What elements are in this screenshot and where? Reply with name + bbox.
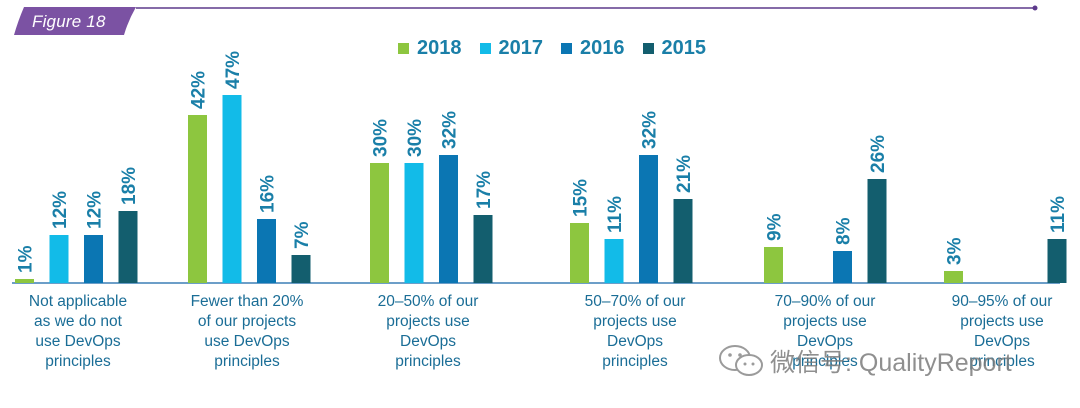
bar-2015-70-90-of-our-projects-us [867, 179, 887, 283]
bar-2018-70-90-of-our-projects-us [764, 247, 783, 283]
bar-2015-90-95-of-our-projects-us [1047, 239, 1067, 283]
value-label-2016-fewer-than-20-of-our-pro: 16% [258, 175, 279, 213]
category-label-20-50: 20–50% of our projects use DevOps princi… [358, 292, 498, 372]
legend-item-2015: 2015 [642, 37, 707, 60]
category-line: use DevOps [35, 333, 121, 350]
bar-2018-50-70-of-our-projects-us [570, 223, 589, 283]
category-line: 90–95% of our [951, 293, 1053, 310]
category-line: projects use [386, 313, 470, 330]
bar-2016-70-90-of-our-projects-us [833, 251, 852, 283]
category-line: principles [214, 353, 280, 370]
category-line: Not applicable [28, 293, 128, 310]
legend-item-2016: 2016 [561, 37, 625, 60]
category-label-fewer-than-20: Fewer than 20% of our projects use DevOp… [172, 292, 322, 372]
value-label-2015-20-50-of-our-projects-us: 17% [474, 171, 495, 209]
category-line: 70–90% of our [774, 293, 876, 310]
legend-label-2017: 2017 [498, 37, 544, 59]
value-label-2015-70-90-of-our-projects-us: 26% [868, 135, 889, 173]
bar-2018-90-95-of-our-projects-us [944, 271, 963, 283]
value-label-2018-not-applicable-as-we-do-: 1% [16, 245, 37, 273]
category-line: DevOps [797, 333, 853, 350]
category-line: 50–70% of our [584, 293, 686, 310]
category-line: DevOps [607, 333, 663, 350]
header-rule-dot [1032, 5, 1038, 11]
value-label-2018-fewer-than-20-of-our-pro: 42% [189, 71, 210, 109]
value-label-2017-50-70-of-our-projects-us: 11% [605, 196, 626, 233]
category-label-90-95: 90–95% of our projects use DevOps princi… [932, 292, 1072, 372]
legend-swatch-2015 [642, 43, 654, 54]
value-label-2016-70-90-of-our-projects-us: 8% [834, 217, 855, 245]
value-label-2017-fewer-than-20-of-our-pro: 47% [223, 51, 244, 89]
value-label-2018-90-95-of-our-projects-us: 3% [945, 237, 966, 265]
category-line: 20–50% of our [377, 293, 479, 310]
value-label-2017-20-50-of-our-projects-us: 30% [405, 119, 426, 157]
category-line: DevOps [400, 333, 456, 350]
category-label-70-90: 70–90% of our projects use DevOps princi… [755, 292, 895, 372]
category-line: Fewer than 20% [190, 293, 304, 310]
legend-label-2018: 2018 [417, 37, 462, 59]
value-label-2016-50-70-of-our-projects-us: 32% [640, 111, 661, 149]
category-line: of our projects [197, 313, 297, 330]
category-line: use DevOps [204, 333, 290, 350]
value-label-2017-not-applicable-as-we-do-: 12% [50, 191, 71, 229]
category-line: projects use [960, 313, 1044, 330]
value-label-2015-50-70-of-our-projects-us: 21% [674, 155, 695, 193]
legend-swatch-2017 [479, 43, 491, 54]
bar-2016-fewer-than-20-of-our-pro [257, 219, 276, 283]
figure-tab [14, 7, 136, 35]
bar-2017-20-50-of-our-projects-us [404, 163, 424, 283]
bar-2015-50-70-of-our-projects-us [673, 199, 693, 283]
value-label-2016-20-50-of-our-projects-us: 32% [440, 111, 461, 149]
value-labels-group: 1% 12% 12% 18% 42% 47% 16% 7% 30% 30% 32% 17% 15% 11%… [16, 51, 1070, 273]
value-label-2015-fewer-than-20-of-our-pro: 7% [292, 221, 313, 249]
category-line: principles [395, 353, 461, 370]
category-label-not-applicable: Not applicable as we do not use DevOps p… [8, 292, 148, 372]
bar-2017-not-applicable-as-we-do- [49, 235, 69, 283]
wechat-icon [719, 345, 763, 376]
value-label-2015-not-applicable-as-we-do-: 18% [119, 167, 140, 205]
category-line: principles [792, 353, 858, 370]
legend-label-2015: 2015 [661, 37, 707, 59]
legend-item-2018: 2018 [398, 37, 462, 60]
legend-swatch-2018 [398, 43, 409, 54]
legend-label-2016: 2016 [580, 37, 625, 59]
category-line: principles [45, 353, 111, 370]
bar-2016-50-70-of-our-projects-us [639, 155, 658, 283]
bar-2016-20-50-of-our-projects-us [439, 155, 458, 283]
watermark-text: 微信号: QualityReport [770, 349, 1012, 377]
bar-2015-20-50-of-our-projects-us [473, 215, 493, 283]
category-line: projects use [593, 313, 677, 330]
bar-2017-fewer-than-20-of-our-pro [222, 95, 242, 283]
bar-2016-not-applicable-as-we-do- [84, 235, 103, 283]
bar-2018-20-50-of-our-projects-us [370, 163, 389, 283]
legend-item-2017: 2017 [479, 37, 544, 60]
value-label-2016-not-applicable-as-we-do-: 12% [85, 191, 106, 229]
bar-2018-fewer-than-20-of-our-pro [188, 115, 207, 283]
watermark: 微信号: QualityReport [718, 343, 1012, 379]
value-label-2018-20-50-of-our-projects-us: 30% [371, 119, 392, 157]
value-label-2018-70-90-of-our-projects-us: 9% [765, 213, 786, 241]
category-line: principles [969, 353, 1035, 370]
bar-2017-50-70-of-our-projects-us [604, 239, 624, 283]
bar-2015-not-applicable-as-we-do- [118, 211, 138, 283]
value-label-2015-90-95-of-our-projects-us: 11% [1048, 196, 1069, 233]
bar-2018-not-applicable-as-we-do- [15, 279, 34, 283]
chart-legend: 2018 2017 2016 2015 [398, 37, 706, 60]
value-label-2018-50-70-of-our-projects-us: 15% [571, 179, 592, 217]
category-label-50-70: 50–70% of our projects use DevOps princi… [565, 292, 705, 372]
category-line: DevOps [974, 333, 1030, 350]
bars-group [15, 95, 1067, 283]
category-line: projects use [783, 313, 867, 330]
legend-swatch-2016 [561, 43, 572, 54]
bar-2015-fewer-than-20-of-our-pro [291, 255, 311, 283]
category-line: as we do not [34, 313, 122, 330]
figure-label: Figure 18 [32, 12, 106, 31]
category-line: principles [602, 353, 668, 370]
